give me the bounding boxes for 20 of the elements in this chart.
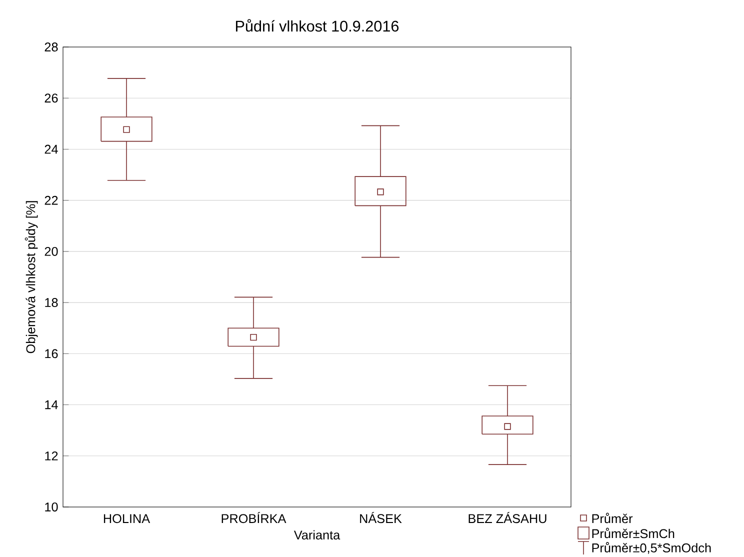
y-tick-label: 24: [44, 144, 58, 154]
x-axis-title: Varianta: [294, 530, 340, 540]
x-tick-label: BEZ ZÁSAHU: [468, 512, 546, 524]
y-tick-label: 22: [44, 196, 58, 205]
text: Průměr±SmCh: [592, 528, 674, 538]
y-tick-label: 28: [44, 42, 58, 52]
text: Průměr±0,5*SmOdch: [592, 542, 711, 554]
x-tick-label: NÁSEK: [360, 512, 402, 524]
text: Průměr: [592, 512, 633, 524]
y-tick-label: 12: [45, 451, 58, 460]
y-tick-label: 14: [45, 400, 58, 410]
y-tick-label: 18: [45, 298, 58, 308]
x-tick-label: PROBÍRKA: [222, 512, 286, 524]
y-tick-label: 10: [45, 502, 58, 512]
y-tick-label: 16: [45, 349, 58, 358]
y-axis-title: Objemová vlhkost půdy [%]: [24, 201, 38, 354]
x-tick-label: HOLINA: [104, 514, 150, 524]
chart-title: Půdní vlhkost 10.9.2016: [236, 19, 399, 32]
y-tick-label: 20: [44, 246, 58, 256]
y-tick-label: 26: [44, 94, 58, 103]
